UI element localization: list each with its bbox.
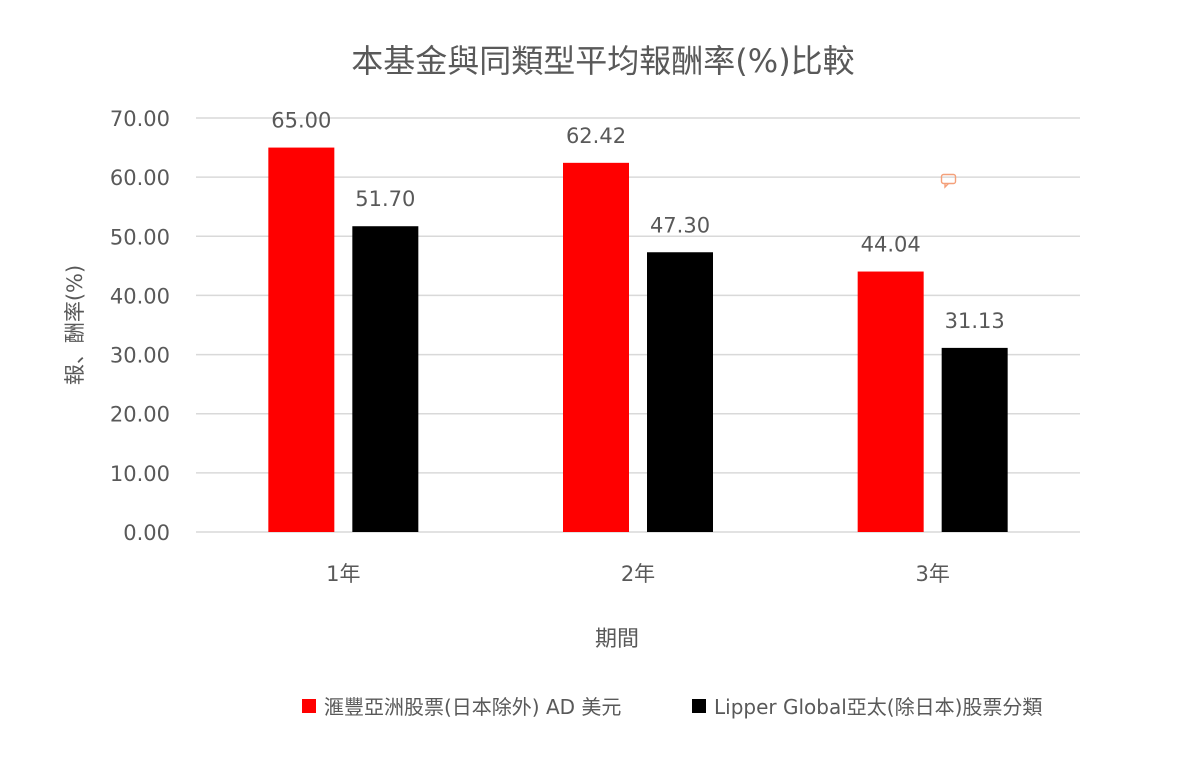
y-axis-label: 報、酬率(%) — [63, 265, 87, 385]
chart-title: 本基金與同類型平均報酬率(%)比較 — [351, 42, 854, 80]
data-label: 31.13 — [945, 309, 1005, 333]
y-tick-label: 70.00 — [110, 107, 170, 131]
bar-series-2 — [352, 226, 419, 532]
bar-series-1 — [857, 271, 924, 532]
y-tick-label: 0.00 — [123, 521, 170, 545]
x-axis-label: 期間 — [595, 627, 639, 652]
x-axis-ticks: 1年 2年 3年 — [326, 562, 950, 586]
comment-icon[interactable] — [940, 173, 958, 189]
data-label: 65.00 — [271, 109, 331, 133]
gridlines — [196, 117, 1080, 533]
x-tick-label: 2年 — [621, 562, 655, 586]
y-tick-label: 30.00 — [110, 344, 170, 368]
bars — [268, 147, 1008, 533]
y-tick-label: 60.00 — [110, 166, 170, 190]
y-tick-label: 20.00 — [110, 403, 170, 427]
legend-label: 滙豐亞洲股票(日本除外) AD 美元 — [324, 695, 621, 719]
data-label: 62.42 — [566, 124, 626, 148]
data-label: 51.70 — [355, 187, 415, 211]
y-axis-ticks: 0.00 10.00 20.00 30.00 40.00 50.00 60.00 70.00 — [110, 107, 170, 545]
legend-swatch — [692, 699, 706, 713]
bar-series-1 — [563, 162, 629, 532]
x-tick-label: 1年 — [326, 562, 360, 586]
data-label: 44.04 — [861, 233, 921, 257]
data-label: 47.30 — [650, 213, 710, 237]
bar-series-2 — [647, 252, 713, 533]
legend: 滙豐亞洲股票(日本除外) AD 美元 Lipper Global亞太(除日本)股票… — [302, 695, 1042, 719]
y-tick-label: 40.00 — [110, 284, 170, 308]
data-labels: 65.00 51.70 62.42 47.30 44.04 31.13 — [271, 109, 1004, 333]
bar-series-2 — [941, 347, 1008, 532]
y-tick-label: 10.00 — [110, 462, 170, 486]
legend-swatch — [302, 699, 316, 713]
legend-label: Lipper Global亞太(除日本)股票分類 — [714, 695, 1042, 719]
y-tick-label: 50.00 — [110, 225, 170, 249]
bar-series-1 — [268, 147, 335, 533]
x-tick-label: 3年 — [915, 562, 949, 586]
